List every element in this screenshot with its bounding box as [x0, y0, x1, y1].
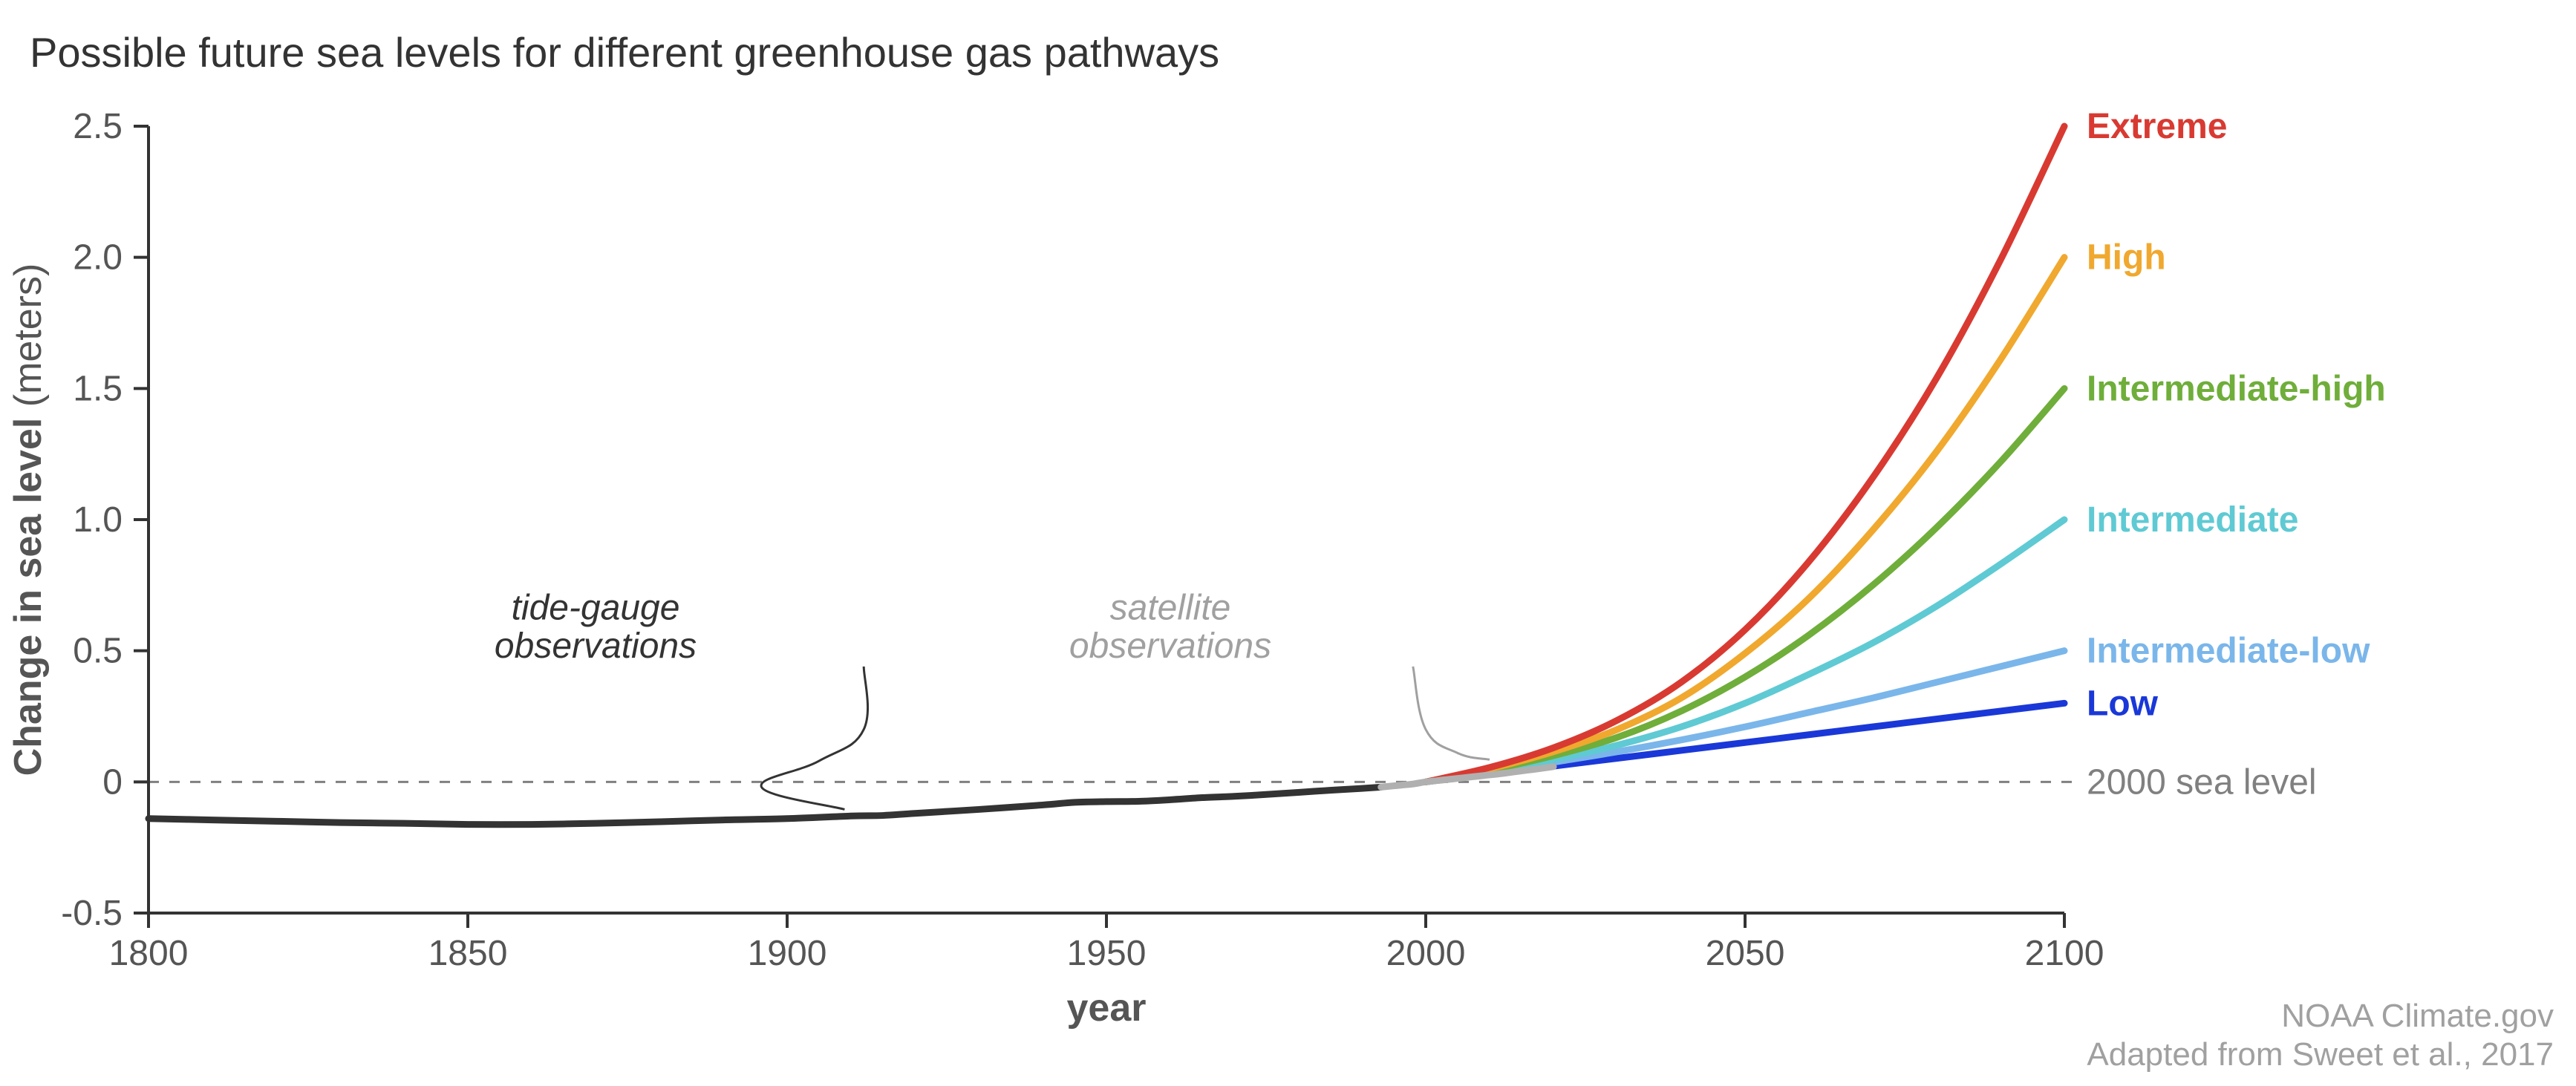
x-tick-label: 1950 [1067, 934, 1147, 973]
satellite-annotation: satellite [1110, 588, 1231, 627]
chart-container: Possible future sea levels for different… [0, 0, 2576, 1086]
x-tick-label: 2100 [2025, 934, 2104, 973]
scenario-line-extreme [1426, 126, 2064, 782]
y-tick-label: 2.5 [73, 107, 123, 146]
y-tick-label: 0 [102, 762, 123, 802]
axes [149, 126, 2064, 913]
scenario-label-intermediate-high: Intermediate-high [2087, 369, 2386, 408]
tide-gauge-annotation: tide-gauge [512, 588, 680, 627]
x-axis-title: year [1067, 987, 1147, 1030]
y-axis-title: Change in sea level (meters) [7, 264, 50, 776]
scenario-label-low: Low [2087, 684, 2159, 723]
y-tick-label: 1.5 [73, 369, 123, 408]
x-tick-label: 1800 [109, 934, 189, 973]
y-tick-label: 1.0 [73, 500, 123, 540]
y-tick-label: 2.0 [73, 238, 123, 278]
x-tick-label: 2050 [1706, 934, 1785, 973]
scenario-label-high: High [2087, 238, 2166, 278]
y-tick-label: 0.5 [73, 632, 123, 671]
chart-title: Possible future sea levels for different… [30, 29, 1219, 76]
y-tick-label: -0.5 [61, 894, 123, 933]
scenario-label-intermediate-low: Intermediate-low [2087, 632, 2370, 671]
x-tick-label: 1850 [428, 934, 508, 973]
satellite-connector [1413, 667, 1490, 759]
scenario-label-extreme: Extreme [2087, 107, 2227, 146]
satellite-annotation: observations [1069, 627, 1271, 666]
credit-line-2: Adapted from Sweet et al., 2017 [2087, 1036, 2554, 1073]
tide-gauge-line [149, 787, 1381, 824]
x-tick-label: 1900 [748, 934, 827, 973]
sea-level-chart: Possible future sea levels for different… [0, 0, 2576, 1086]
baseline-label: 2000 sea level [2087, 762, 2317, 802]
tide-gauge-connector [761, 667, 868, 810]
x-tick-label: 2000 [1386, 934, 1466, 973]
tide-gauge-annotation: observations [495, 627, 697, 666]
credit-line-1: NOAA Climate.gov [2281, 998, 2554, 1034]
scenario-label-intermediate: Intermediate [2087, 500, 2298, 540]
